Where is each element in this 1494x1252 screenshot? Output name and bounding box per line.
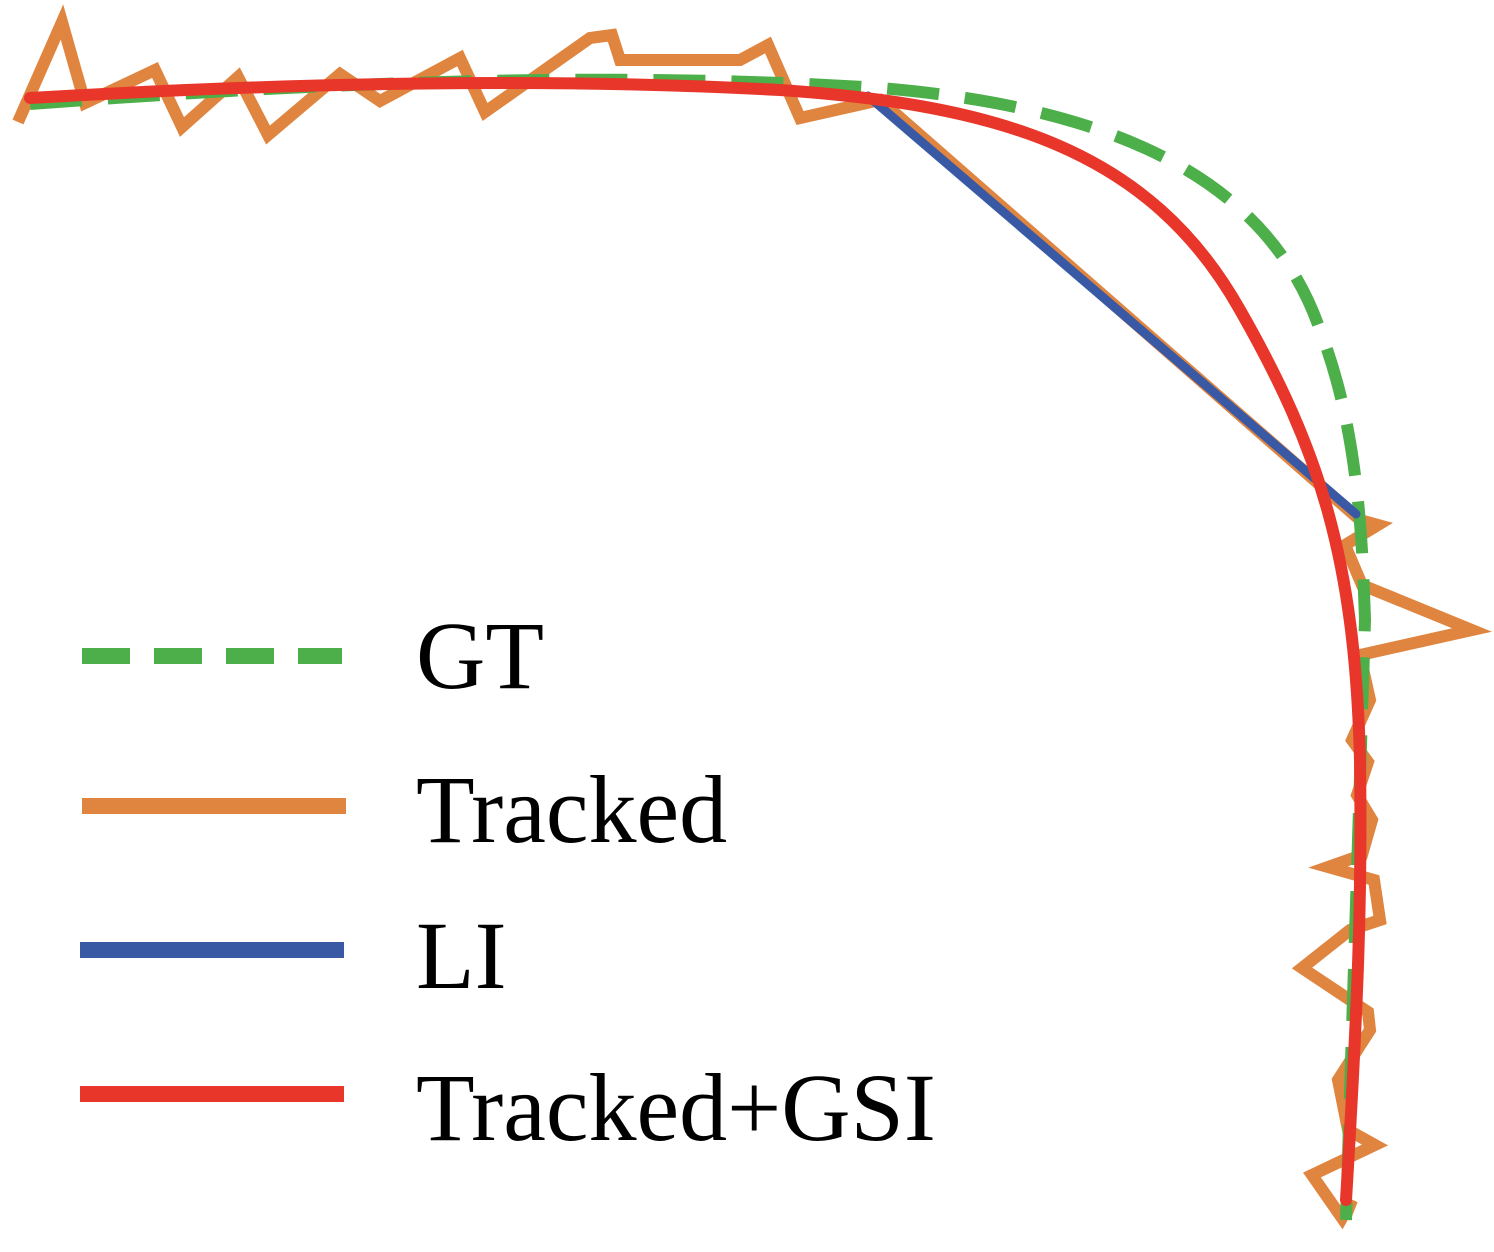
tracked-trajectory [12,4,1492,1230]
legend-item-tracked: Tracked [82,756,727,863]
legend-label-gt: GT [416,602,544,709]
legend-label-gsi: Tracked+GSI [416,1054,936,1161]
legend-label-li: LI [416,902,507,1009]
legend: GT Tracked LI Tracked+GSI [80,602,936,1161]
legend-item-gsi: Tracked+GSI [80,1054,936,1161]
gsi-trajectory [24,77,1367,1206]
li-trajectory [863,91,1361,519]
legend-item-gt: GT [82,602,544,709]
legend-label-tracked: Tracked [416,756,727,863]
legend-item-li: LI [80,902,507,1009]
